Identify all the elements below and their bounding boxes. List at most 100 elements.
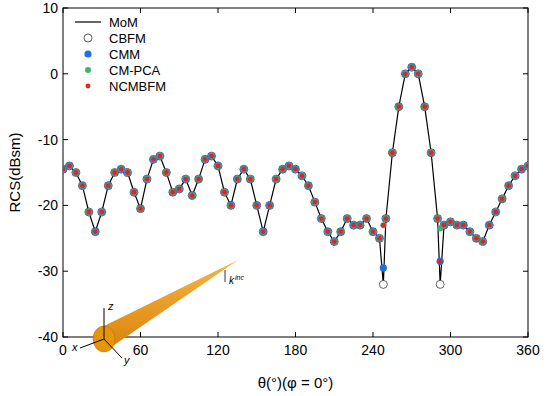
series-marker: [261, 229, 266, 234]
series-marker: [408, 63, 416, 71]
series-marker: [402, 70, 409, 77]
series-marker: [105, 182, 112, 189]
series-marker: [300, 173, 305, 178]
series-marker: [195, 175, 202, 182]
inset-label: y: [123, 354, 131, 366]
series-marker: [93, 229, 98, 234]
series-marker: [356, 221, 364, 229]
series-marker: [280, 167, 285, 172]
series-marker: [311, 199, 318, 206]
y-tick-label: -40: [38, 329, 58, 345]
series-marker: [492, 208, 500, 216]
series-marker: [434, 215, 441, 222]
series-marker: [144, 176, 150, 182]
series-marker: [338, 229, 344, 235]
series-marker: [287, 164, 292, 169]
x-axis-label: θ(°)(φ = 0°): [258, 374, 333, 391]
series-marker: [259, 228, 267, 236]
series-marker: [163, 169, 170, 176]
series-marker: [190, 193, 195, 198]
series-marker: [435, 216, 441, 222]
series-marker: [138, 206, 143, 211]
inset-label: inc: [235, 274, 244, 281]
series-marker: [66, 163, 72, 169]
series-marker: [216, 164, 221, 169]
legend-label: MoM: [109, 15, 138, 30]
series-marker: [505, 182, 512, 189]
series-marker: [486, 222, 492, 228]
series-marker: [364, 216, 370, 222]
series-marker: [162, 169, 170, 177]
series-marker: [229, 203, 234, 208]
series-marker: [506, 183, 511, 188]
series-marker: [253, 201, 261, 209]
y-tick-label: 10: [42, 0, 58, 16]
y-tick-label: -30: [38, 263, 58, 279]
series-marker: [222, 190, 227, 195]
series-marker: [274, 177, 279, 182]
series-marker: [196, 176, 202, 182]
series-marker: [358, 223, 363, 228]
series-marker: [498, 195, 506, 203]
series-marker: [279, 166, 286, 173]
series-marker: [382, 215, 390, 223]
series-marker: [474, 236, 479, 241]
series-marker: [375, 234, 383, 242]
series-marker: [438, 259, 443, 264]
series-marker: [176, 186, 182, 192]
x-tick-label: 120: [206, 342, 230, 358]
series-marker: [492, 208, 499, 215]
series-marker: [170, 189, 176, 195]
series-marker: [337, 228, 345, 236]
x-tick: [140, 332, 141, 337]
series-marker: [466, 228, 473, 235]
x-tick: [373, 332, 374, 337]
series-marker: [67, 164, 72, 169]
series-marker: [175, 185, 183, 193]
series-marker: [382, 215, 389, 222]
series-marker: [163, 170, 169, 176]
series-marker: [182, 175, 190, 183]
series-marker: [170, 190, 175, 195]
series-marker: [85, 208, 93, 216]
series-marker: [415, 70, 422, 77]
series-marker: [215, 163, 221, 169]
series-marker: [381, 223, 386, 228]
series-marker: [266, 202, 273, 209]
series-marker: [485, 221, 493, 229]
series-marker: [380, 222, 386, 228]
series-marker: [428, 150, 434, 156]
x-tick: [218, 332, 219, 337]
series-marker: [92, 229, 98, 235]
series-marker: [325, 229, 331, 235]
series-marker: [384, 216, 389, 221]
series-marker: [157, 154, 162, 159]
series-marker: [369, 228, 376, 235]
y-tick: [63, 8, 68, 9]
series-marker: [130, 189, 137, 196]
x-tick-top: [528, 8, 529, 13]
series-marker: [118, 166, 125, 173]
series-marker: [304, 182, 312, 190]
series-marker: [125, 170, 131, 176]
x-tick-top: [373, 8, 374, 13]
series-marker: [137, 205, 145, 213]
series-marker: [293, 166, 299, 172]
x-tick: [528, 332, 529, 337]
series-marker: [105, 183, 111, 189]
y-tick-right: [523, 337, 528, 338]
series-marker: [518, 166, 525, 173]
series-marker: [338, 229, 343, 234]
series-marker: [415, 71, 421, 77]
series-marker: [379, 280, 387, 288]
series-marker: [493, 210, 498, 215]
inset: zxykinc: [71, 260, 244, 366]
series-marker: [416, 71, 421, 76]
series-marker: [72, 169, 79, 176]
series-marker: [66, 162, 73, 169]
series-marker: [519, 167, 524, 172]
series-marker: [395, 103, 403, 111]
series-marker: [234, 175, 241, 182]
y-tick-right: [523, 271, 528, 272]
cone-body: [104, 260, 238, 352]
